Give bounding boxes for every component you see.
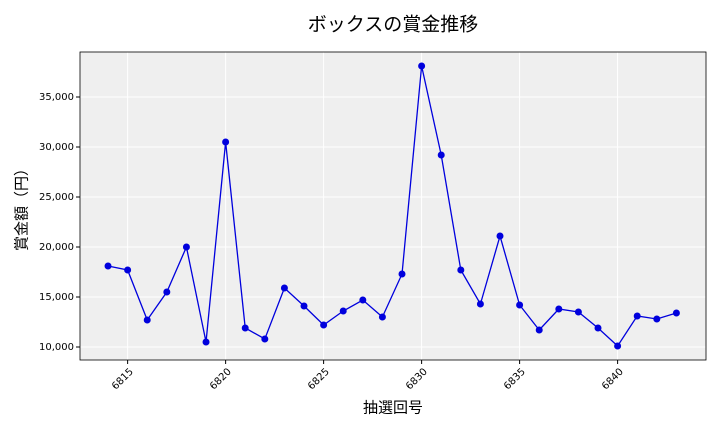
marker xyxy=(359,296,367,304)
marker xyxy=(672,309,680,317)
marker xyxy=(476,300,484,308)
marker xyxy=(241,324,249,332)
y-tick-label: 10,000 xyxy=(39,342,74,353)
x-tick-label: 6835 xyxy=(502,366,528,392)
marker xyxy=(653,315,661,323)
y-tick-label: 35,000 xyxy=(39,92,74,103)
y-tick-label: 25,000 xyxy=(39,192,74,203)
marker xyxy=(633,312,641,320)
marker xyxy=(398,270,406,278)
marker xyxy=(163,288,171,296)
marker xyxy=(182,243,190,251)
marker xyxy=(437,151,445,159)
plot-area xyxy=(80,52,706,360)
marker xyxy=(516,301,524,309)
plot-frame xyxy=(79,51,707,361)
marker xyxy=(535,326,543,334)
marker xyxy=(300,302,308,310)
x-tick-label: 6825 xyxy=(306,366,332,392)
marker xyxy=(339,307,347,315)
y-tick-label: 30,000 xyxy=(39,142,74,153)
x-axis-label: 抽選回号 xyxy=(363,399,423,417)
marker xyxy=(320,321,328,329)
marker xyxy=(496,232,504,240)
y-tick-label: 15,000 xyxy=(39,292,74,303)
marker xyxy=(555,305,563,313)
marker xyxy=(418,62,426,70)
x-tick-label: 6815 xyxy=(110,366,136,392)
marker xyxy=(222,138,230,146)
marker xyxy=(457,266,465,274)
y-axis-label: 賞金額（円） xyxy=(13,161,31,251)
x-tick-label: 6830 xyxy=(404,366,430,392)
x-tick-label: 6840 xyxy=(600,366,626,392)
marker xyxy=(378,313,386,321)
marker xyxy=(574,308,582,316)
marker xyxy=(594,324,602,332)
marker xyxy=(261,335,269,343)
marker xyxy=(104,262,112,270)
chart-title: ボックスの賞金推移 xyxy=(308,14,478,36)
y-tick-label: 20,000 xyxy=(39,242,74,253)
marker xyxy=(124,266,132,274)
marker xyxy=(614,342,622,350)
marker xyxy=(280,284,288,292)
marker xyxy=(202,338,210,346)
marker xyxy=(143,316,151,324)
line xyxy=(107,65,677,347)
x-tick-label: 6820 xyxy=(208,366,234,392)
